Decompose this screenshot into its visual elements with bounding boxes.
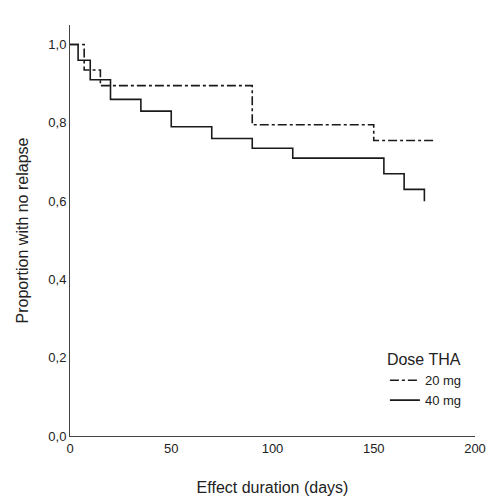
- svg-text:100: 100: [262, 441, 284, 456]
- svg-text:150: 150: [363, 441, 385, 456]
- svg-text:Effect duration (days): Effect duration (days): [197, 479, 349, 496]
- svg-text:50: 50: [164, 441, 178, 456]
- svg-text:20 mg: 20 mg: [425, 373, 461, 388]
- svg-text:0,2: 0,2: [48, 350, 66, 365]
- svg-text:0: 0: [66, 441, 73, 456]
- svg-text:200: 200: [464, 441, 486, 456]
- svg-text:Proportion with no relapse: Proportion with no relapse: [14, 137, 31, 323]
- svg-text:1,0: 1,0: [48, 37, 66, 52]
- svg-text:0,4: 0,4: [48, 272, 66, 287]
- svg-text:0,6: 0,6: [48, 194, 66, 209]
- svg-text:0,0: 0,0: [48, 429, 66, 444]
- svg-text:40 mg: 40 mg: [425, 393, 461, 408]
- svg-text:Dose THA: Dose THA: [387, 351, 461, 368]
- svg-text:0,8: 0,8: [48, 115, 66, 130]
